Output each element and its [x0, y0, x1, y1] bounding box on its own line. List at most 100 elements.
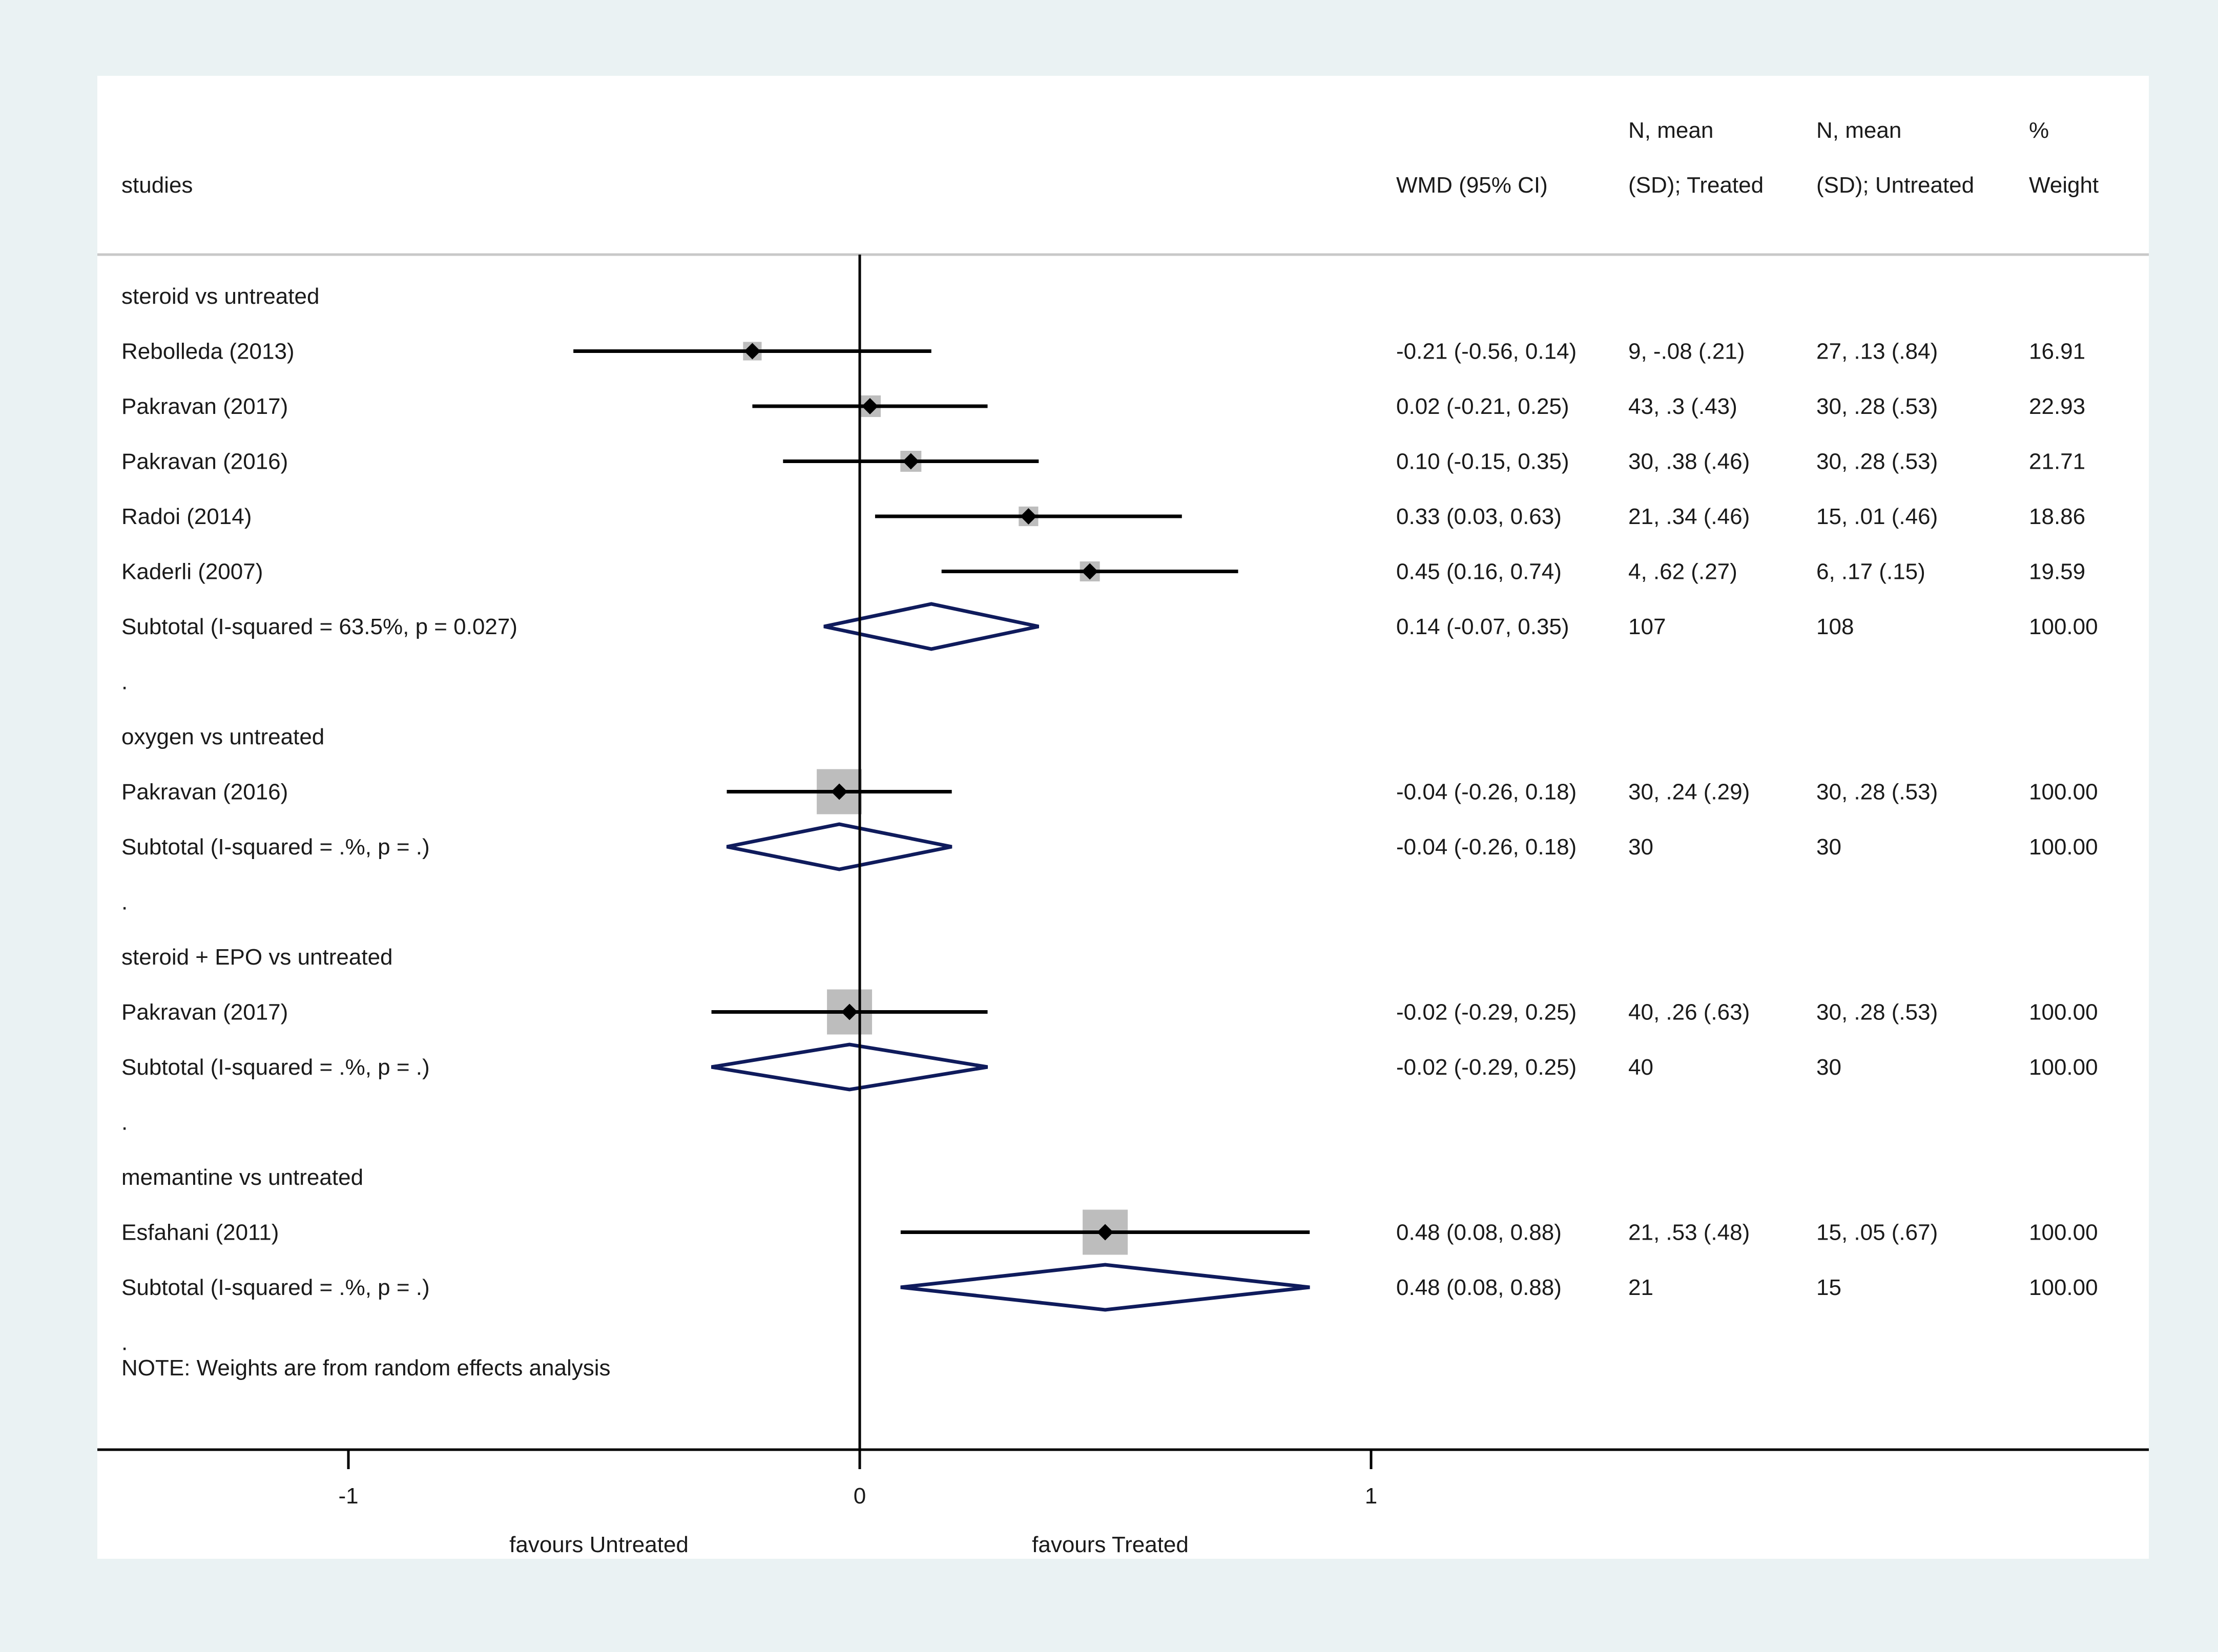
header-treated-line2: (SD); Treated — [1628, 173, 1764, 198]
treated-value: 30, .24 (.29) — [1628, 780, 1750, 805]
study-label: Esfahani (2011) — [121, 1220, 279, 1245]
study-label: Pakravan (2016) — [121, 780, 288, 805]
subtotal-label: Subtotal (I-squared = .%, p = .) — [121, 1055, 430, 1080]
point-estimate — [902, 453, 919, 470]
group-heading: steroid + EPO vs untreated — [121, 945, 393, 970]
ci-value: -0.02 (-0.29, 0.25) — [1396, 1055, 1577, 1080]
study-marker — [727, 769, 952, 814]
subtotal-diamond — [726, 822, 952, 871]
header-weight-line2: Weight — [2029, 173, 2099, 198]
header-untreated-line1: N, mean — [1816, 118, 1901, 143]
study-marker — [752, 395, 988, 417]
study-marker — [783, 450, 1039, 472]
ci-value: -0.21 (-0.56, 0.14) — [1396, 339, 1577, 364]
group-heading: memantine vs untreated — [121, 1165, 363, 1190]
weight-value: 100.00 — [2029, 834, 2098, 860]
separator-dot: . — [121, 1110, 128, 1135]
ci-value: 0.02 (-0.21, 0.25) — [1396, 394, 1569, 419]
untreated-value: 15 — [1816, 1275, 1841, 1300]
weight-value: 100.00 — [2029, 1000, 2098, 1025]
point-estimate — [841, 1003, 858, 1020]
weight-value: 21.71 — [2029, 449, 2085, 474]
untreated-value: 30, .28 (.53) — [1816, 394, 1938, 419]
study-label: Rebolleda (2013) — [121, 339, 295, 364]
untreated-value: 6, .17 (.15) — [1816, 559, 1925, 584]
study-label: Pakravan (2017) — [121, 394, 288, 419]
header-weight-line1: % — [2029, 118, 2049, 143]
separator-dot: . — [121, 1330, 128, 1355]
point-estimate — [1082, 563, 1098, 580]
separator-dot: . — [121, 670, 128, 695]
treated-value: 107 — [1628, 614, 1666, 639]
study-marker — [573, 342, 931, 361]
rows: steroid vs untreated Rebolleda (2013) -0.2… — [121, 284, 2098, 1355]
x-tick-label: 1 — [1365, 1483, 1377, 1509]
subtotal-diamond — [711, 1042, 988, 1092]
study-label: Radoi (2014) — [121, 504, 252, 529]
ci-value: 0.10 (-0.15, 0.35) — [1396, 449, 1569, 474]
treated-value: 43, .3 (.43) — [1628, 394, 1737, 419]
x-axis-ticks: -1 0 1 — [338, 1450, 1377, 1509]
treated-value: 21, .53 (.48) — [1628, 1220, 1750, 1245]
untreated-value: 30, .28 (.53) — [1816, 449, 1938, 474]
favours-untreated-label: favours Untreated — [509, 1532, 689, 1557]
treated-value: 9, -.08 (.21) — [1628, 339, 1745, 364]
untreated-value: 15, .01 (.46) — [1816, 504, 1938, 529]
untreated-value: 108 — [1816, 614, 1854, 639]
x-tick-label: 0 — [854, 1483, 866, 1509]
ci-value: 0.48 (0.08, 0.88) — [1396, 1275, 1562, 1300]
subtotal-diamond — [900, 1263, 1310, 1312]
weight-value: 19.59 — [2029, 559, 2085, 584]
subtotal-label: Subtotal (I-squared = .%, p = .) — [121, 1275, 430, 1300]
weight-value: 16.91 — [2029, 339, 2085, 364]
ci-value: -0.04 (-0.26, 0.18) — [1396, 780, 1577, 805]
treated-value: 40, .26 (.63) — [1628, 1000, 1750, 1025]
header-untreated-line2: (SD); Untreated — [1816, 173, 1974, 198]
group-heading: oxygen vs untreated — [121, 724, 324, 749]
ci-value: -0.02 (-0.29, 0.25) — [1396, 1000, 1577, 1025]
study-label: Pakravan (2016) — [121, 449, 288, 474]
study-marker — [941, 561, 1238, 581]
study-label: Kaderli (2007) — [121, 559, 263, 584]
point-estimate — [861, 398, 878, 414]
favours-treated-label: favours Treated — [1032, 1532, 1189, 1557]
untreated-value: 30 — [1816, 834, 1841, 860]
subtotal-label: Subtotal (I-squared = 63.5%, p = 0.027) — [121, 614, 517, 639]
study-marker — [900, 1209, 1310, 1255]
separator-dot: . — [121, 890, 128, 915]
treated-value: 40 — [1628, 1055, 1653, 1080]
untreated-value: 30 — [1816, 1055, 1841, 1080]
treated-value: 30 — [1628, 834, 1653, 860]
untreated-value: 27, .13 (.84) — [1816, 339, 1938, 364]
weight-value: 22.93 — [2029, 394, 2085, 419]
header-ci: WMD (95% CI) — [1396, 173, 1548, 198]
point-estimate — [1097, 1224, 1114, 1241]
untreated-value: 15, .05 (.67) — [1816, 1220, 1938, 1245]
treated-value: 21, .34 (.46) — [1628, 504, 1750, 529]
weights-note: NOTE: Weights are from random effects an… — [121, 1355, 611, 1381]
weight-value: 18.86 — [2029, 504, 2085, 529]
treated-value: 21 — [1628, 1275, 1653, 1300]
header-treated-line1: N, mean — [1628, 118, 1713, 143]
treated-value: 30, .38 (.46) — [1628, 449, 1750, 474]
point-estimate — [744, 343, 761, 360]
study-label: Pakravan (2017) — [121, 1000, 288, 1025]
ci-value: 0.45 (0.16, 0.74) — [1396, 559, 1562, 584]
ci-value: 0.48 (0.08, 0.88) — [1396, 1220, 1562, 1245]
weight-value: 100.00 — [2029, 1275, 2098, 1300]
treated-value: 4, .62 (.27) — [1628, 559, 1737, 584]
group-heading: steroid vs untreated — [121, 284, 319, 309]
study-marker — [711, 989, 988, 1035]
subtotal-label: Subtotal (I-squared = .%, p = .) — [121, 834, 430, 860]
subtotal-diamond — [823, 602, 1040, 651]
study-marker — [875, 506, 1182, 527]
point-estimate — [831, 783, 848, 800]
weight-value: 100.00 — [2029, 1220, 2098, 1245]
weight-value: 100.00 — [2029, 614, 2098, 639]
header-studies: studies — [121, 173, 193, 198]
ci-value: 0.14 (-0.07, 0.35) — [1396, 614, 1569, 639]
untreated-value: 30, .28 (.53) — [1816, 780, 1938, 805]
untreated-value: 30, .28 (.53) — [1816, 1000, 1938, 1025]
weight-value: 100.00 — [2029, 1055, 2098, 1080]
